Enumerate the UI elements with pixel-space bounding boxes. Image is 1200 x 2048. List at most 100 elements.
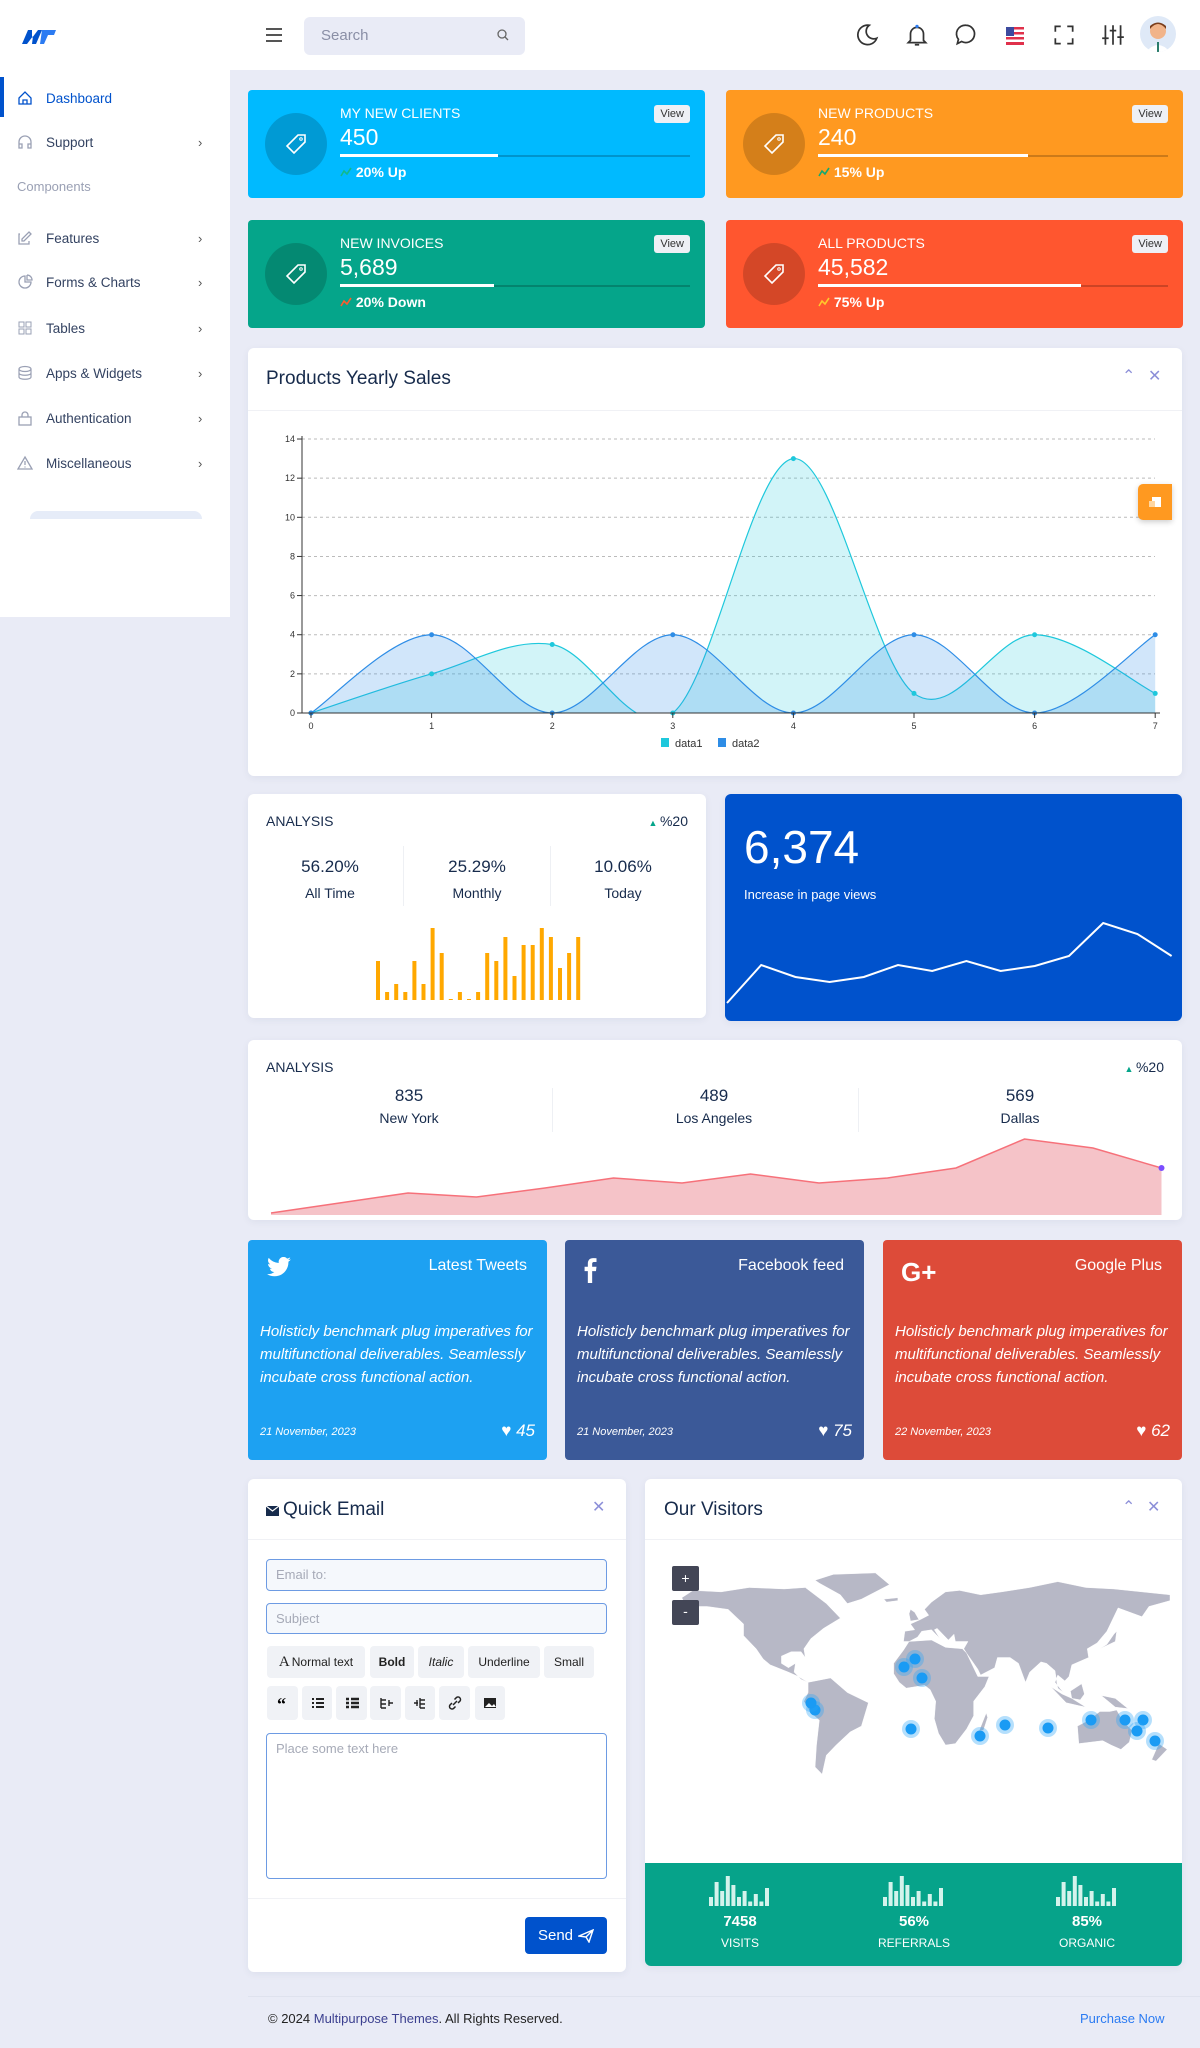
visitor-marker[interactable] <box>1137 1714 1149 1726</box>
image-button[interactable] <box>475 1686 505 1720</box>
visitor-marker[interactable] <box>898 1661 910 1673</box>
us-flag-icon[interactable] <box>1006 27 1024 45</box>
fullscreen-icon[interactable] <box>1051 22 1077 48</box>
logo[interactable] <box>20 26 60 46</box>
subject-input[interactable]: Subject <box>266 1603 607 1634</box>
likes[interactable]: ♥ 62 <box>1136 1421 1170 1441</box>
visitor-marker[interactable] <box>916 1672 928 1684</box>
data-point[interactable] <box>790 456 796 462</box>
sidebar-item-features[interactable]: Features › <box>0 220 230 256</box>
legend-label[interactable]: data2 <box>732 738 760 750</box>
menu-icon[interactable] <box>265 27 283 43</box>
search-icon[interactable] <box>497 29 509 41</box>
sparkline-bar <box>927 1894 932 1906</box>
data-point[interactable] <box>549 642 555 648</box>
country-uk[interactable] <box>908 1609 920 1622</box>
visitor-marker[interactable] <box>1149 1735 1161 1747</box>
visitor-marker[interactable] <box>1131 1725 1143 1737</box>
visitor-marker[interactable] <box>1042 1722 1054 1734</box>
country-greenland[interactable] <box>814 1572 890 1604</box>
country-africa[interactable] <box>893 1639 990 1746</box>
data-point[interactable] <box>429 671 435 677</box>
avatar[interactable] <box>1140 16 1176 52</box>
world-map[interactable] <box>665 1570 1170 1818</box>
visitor-marker[interactable] <box>974 1730 986 1742</box>
close-icon[interactable]: ✕ <box>592 1499 606 1516</box>
unordered-list-button[interactable] <box>302 1686 332 1720</box>
sidebar-item-forms-charts[interactable]: Forms & Charts › <box>0 264 230 300</box>
visitor-marker[interactable] <box>805 1697 817 1709</box>
likes[interactable]: ♥ 45 <box>501 1421 535 1441</box>
view-button[interactable]: View <box>654 235 690 253</box>
country-iceland[interactable] <box>883 1597 899 1603</box>
data-point[interactable] <box>1152 690 1158 696</box>
purchase-now-link[interactable]: Purchase Now <box>1080 2011 1165 2026</box>
visitor-marker[interactable] <box>905 1723 917 1735</box>
sidebar-item-dashboard[interactable]: Dashboard <box>0 80 230 116</box>
italic-button[interactable]: Italic <box>418 1646 464 1678</box>
map-zoom-out-button[interactable]: - <box>672 1600 699 1625</box>
view-button[interactable]: View <box>1132 235 1168 253</box>
bell-icon[interactable] <box>904 22 930 48</box>
bold-button[interactable]: Bold <box>370 1646 414 1678</box>
data-point[interactable] <box>1152 632 1158 638</box>
sliders-icon[interactable] <box>1100 22 1126 48</box>
country-north-america[interactable] <box>681 1587 841 1683</box>
country-sumatra-java[interactable] <box>1050 1686 1086 1708</box>
outdent-button[interactable] <box>370 1686 401 1720</box>
country-eurasia[interactable] <box>903 1581 1170 1693</box>
normal-text-button[interactable]: A Normal text <box>267 1646 365 1678</box>
send-button[interactable]: Send <box>525 1917 607 1954</box>
view-button[interactable]: View <box>1132 105 1168 123</box>
stat-value: 5,689 <box>340 254 398 280</box>
data-point[interactable] <box>911 632 917 638</box>
bar <box>439 953 444 1000</box>
sidebar-item-tables[interactable]: Tables › <box>0 310 230 346</box>
data-point[interactable] <box>911 690 917 696</box>
close-icon[interactable]: ✕ <box>1148 368 1162 385</box>
email-to-input[interactable]: Email to: <box>266 1559 607 1591</box>
likes[interactable]: ♥ 75 <box>818 1421 852 1441</box>
legend-label[interactable]: data1 <box>675 738 703 750</box>
country-new-guinea[interactable] <box>1101 1695 1129 1709</box>
sidebar-item-miscellaneous[interactable]: Miscellaneous › <box>0 445 230 481</box>
social-text: Holisticly benchmark plug imperatives fo… <box>260 1323 533 1386</box>
sidebar-item-authentication[interactable]: Authentication › <box>0 400 230 436</box>
visitor-marker[interactable] <box>999 1719 1011 1731</box>
quote-button[interactable]: “ <box>267 1686 298 1720</box>
visitor-marker[interactable] <box>909 1653 921 1665</box>
data-point[interactable] <box>429 632 435 638</box>
search-input[interactable]: Search <box>304 17 525 55</box>
moon-icon[interactable] <box>854 22 880 48</box>
last-point[interactable] <box>1158 1165 1165 1171</box>
chat-icon[interactable] <box>953 22 979 48</box>
indent-button[interactable] <box>405 1686 435 1720</box>
country-madagascar[interactable] <box>978 1712 988 1731</box>
underline-button[interactable]: Underline <box>468 1646 540 1678</box>
map-zoom-in-button[interactable]: + <box>672 1566 699 1591</box>
x-tick-label: 5 <box>911 721 916 731</box>
sidebar-item-apps-widgets[interactable]: Apps & Widgets › <box>0 355 230 391</box>
country-borneo[interactable] <box>1070 1683 1085 1701</box>
sparkline-bar <box>1056 1897 1060 1906</box>
city-area-chart <box>270 1138 1165 1215</box>
country-japan[interactable] <box>1099 1630 1117 1649</box>
visitor-marker[interactable] <box>1085 1714 1097 1726</box>
view-button[interactable]: View <box>654 105 690 123</box>
collapse-icon[interactable]: ⌃ <box>1122 368 1136 385</box>
ordered-list-button[interactable] <box>336 1686 367 1720</box>
message-textarea[interactable]: Place some text here <box>266 1733 607 1879</box>
close-icon[interactable]: ✕ <box>1147 1499 1161 1516</box>
visitor-marker[interactable] <box>1119 1714 1131 1726</box>
brand-link[interactable]: Multipurpose Themes <box>313 2011 439 2026</box>
link-button[interactable] <box>439 1686 470 1720</box>
country-new-zealand[interactable] <box>1151 1743 1168 1762</box>
chevron-right-icon: › <box>198 134 203 150</box>
data-point[interactable] <box>1032 632 1038 638</box>
data-point[interactable] <box>670 632 676 638</box>
stat-value: 450 <box>340 124 379 150</box>
small-button[interactable]: Small <box>544 1646 594 1678</box>
sidebar-item-support[interactable]: Support › <box>0 124 230 160</box>
theme-settings-button[interactable] <box>1138 484 1172 520</box>
collapse-icon[interactable]: ⌃ <box>1122 1499 1136 1516</box>
